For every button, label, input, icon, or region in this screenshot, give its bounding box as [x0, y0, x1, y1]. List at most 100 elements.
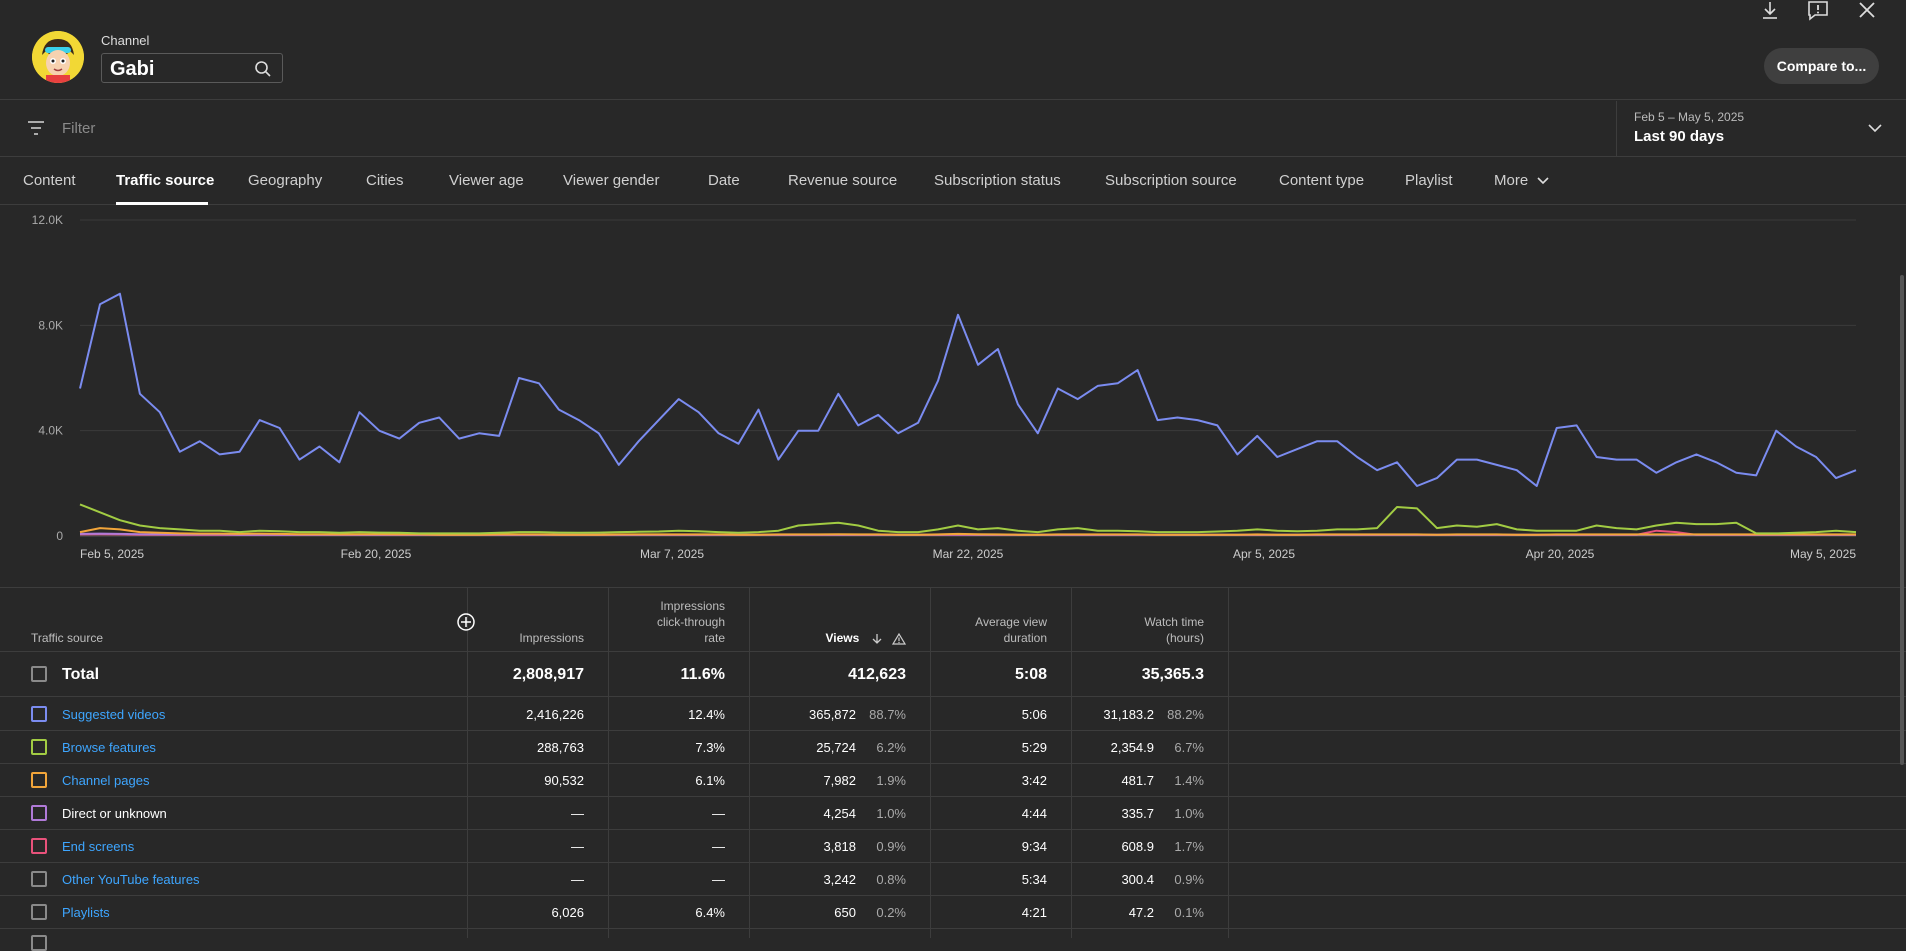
y-tick-label: 4.0K — [38, 424, 63, 438]
traffic-source-link[interactable]: Suggested videos — [62, 707, 166, 722]
views-cell: 4,254 — [823, 806, 856, 821]
add-column-icon[interactable] — [456, 612, 476, 632]
filter-row: Filter Feb 5 – May 5, 2025 Last 90 days — [0, 101, 1906, 157]
tab-geography[interactable]: Geography — [248, 172, 323, 189]
tab-traffic-source[interactable]: Traffic source — [116, 172, 215, 189]
impressions-cell: 90,532 — [544, 773, 584, 788]
tab-content[interactable]: Content — [23, 172, 76, 189]
watch-percent-cell: 0.1% — [1174, 905, 1204, 920]
row-checkbox[interactable] — [31, 935, 47, 951]
header-avd-line1: Average view — [975, 615, 1047, 629]
date-range-selector[interactable]: Feb 5 – May 5, 2025 Last 90 days — [1616, 101, 1906, 157]
traffic-chart: 12.0K 8.0K 4.0K 0 Feb 5, 2025 Feb 20, 2025 Ma… — [0, 206, 1906, 586]
channel-selector[interactable]: Gabi — [101, 53, 283, 83]
header: Channel Gabi Compare to... — [0, 0, 1906, 100]
impressions-cell: — — [571, 872, 584, 887]
traffic-source-link[interactable]: Playlists — [62, 905, 110, 920]
warning-icon[interactable] — [891, 632, 907, 645]
traffic-source-link[interactable]: Channel pages — [62, 773, 150, 788]
scrollbar[interactable] — [1900, 275, 1904, 765]
header-ctr-line2: click-through — [656, 615, 725, 629]
header-watch-line1: Watch time — [1144, 615, 1204, 629]
traffic-source-link[interactable]: Other YouTube features — [62, 872, 200, 887]
watch-percent-cell: 1.4% — [1174, 773, 1204, 788]
tab-more[interactable]: More — [1494, 172, 1550, 189]
tab-subscription-source[interactable]: Subscription source — [1105, 172, 1237, 189]
table-row: Direct or unknown — — 4,254 1.0% 4:44 335.7 1.0… — [0, 797, 1906, 830]
avd-cell: 5:29 — [1021, 740, 1047, 755]
views-percent-cell: 0.8% — [876, 872, 906, 887]
row-checkbox[interactable] — [31, 904, 47, 920]
ctr-cell: 6.4% — [695, 905, 725, 920]
ctr-cell: 12.4% — [688, 707, 725, 722]
x-tick-label: Feb 20, 2025 — [341, 547, 412, 561]
views-percent-cell: 1.0% — [876, 806, 906, 821]
chevron-down-icon — [1868, 124, 1882, 133]
impressions-cell: 2,416,226 — [526, 707, 584, 722]
tab-content-type[interactable]: Content type — [1279, 172, 1365, 189]
feedback-icon[interactable] — [1806, 0, 1830, 22]
traffic-source-link: Direct or unknown — [62, 806, 167, 821]
series-line — [79, 503, 1857, 535]
watch-percent-cell: 88.2% — [1167, 707, 1204, 722]
total-ctr: 11.6% — [680, 666, 725, 683]
avd-cell: 9:34 — [1021, 839, 1047, 854]
tab-revenue-source[interactable]: Revenue source — [788, 172, 898, 189]
x-tick-label: Apr 5, 2025 — [1233, 547, 1295, 561]
total-impressions: 2,808,917 — [512, 666, 584, 683]
total-checkbox[interactable] — [31, 666, 47, 682]
search-icon[interactable] — [254, 60, 272, 78]
avd-cell: 4:44 — [1021, 806, 1047, 821]
views-cell: 7,982 — [823, 773, 856, 788]
tab-viewer-age[interactable]: Viewer age — [449, 172, 524, 189]
tab-date[interactable]: Date — [708, 172, 740, 189]
row-checkbox[interactable] — [31, 739, 47, 755]
table-row: Channel pages 90,532 6.1% 7,982 1.9% 3:42 481.… — [0, 764, 1906, 797]
watch-time-cell: 481.7 — [1121, 773, 1154, 788]
download-icon[interactable] — [1758, 0, 1782, 22]
row-checkbox[interactable] — [31, 838, 47, 854]
compare-button[interactable]: Compare to... — [1764, 48, 1879, 84]
tab-more-label: More — [1494, 172, 1529, 189]
row-checkbox[interactable] — [31, 805, 47, 821]
chevron-down-icon — [1537, 177, 1549, 185]
header-views-label: Views — [825, 631, 860, 645]
ctr-cell: 6.1% — [695, 773, 725, 788]
header-watch-line2: (hours) — [1165, 631, 1204, 645]
table-row-total: Total 2,808,917 11.6% 412,623 5:08 35,36… — [0, 651, 1906, 697]
traffic-source-link[interactable]: Browse features — [62, 740, 156, 755]
watch-time-cell: 31,183.2 — [1103, 707, 1154, 722]
impressions-cell: — — [571, 806, 584, 821]
watch-percent-cell: 1.7% — [1174, 839, 1204, 854]
header-impressions[interactable]: Impressions — [519, 631, 584, 645]
header-avg-view-duration[interactable]: Average view duration — [940, 614, 1047, 646]
total-label: Total — [62, 666, 100, 683]
table-row: End screens — — 3,818 0.9% 9:34 608.9 1.7% — [0, 830, 1906, 863]
tab-cities[interactable]: Cities — [366, 172, 404, 189]
close-icon[interactable] — [1855, 0, 1879, 22]
tab-subscription-status[interactable]: Subscription status — [934, 172, 1061, 189]
header-traffic-source: Traffic source — [31, 631, 104, 645]
avd-cell: 4:21 — [1021, 905, 1047, 920]
header-views[interactable]: Views — [760, 630, 907, 646]
row-checkbox[interactable] — [31, 871, 47, 887]
row-checkbox[interactable] — [31, 706, 47, 722]
traffic-source-link[interactable]: End screens — [62, 839, 135, 854]
filter-icon[interactable] — [26, 119, 46, 137]
filter-input[interactable]: Filter — [62, 120, 96, 137]
tab-playlist[interactable]: Playlist — [1405, 172, 1453, 189]
row-checkbox[interactable] — [31, 772, 47, 788]
ctr-cell: — — [712, 839, 725, 854]
date-range-text: Feb 5 – May 5, 2025 — [1634, 110, 1745, 124]
header-watch-time[interactable]: Watch time (hours) — [1080, 614, 1204, 646]
x-tick-label: Apr 20, 2025 — [1526, 547, 1595, 561]
ctr-cell: — — [712, 806, 725, 821]
watch-percent-cell: 0.9% — [1174, 872, 1204, 887]
y-tick-label: 12.0K — [32, 213, 63, 227]
header-ctr[interactable]: Impressions click-through rate — [620, 598, 725, 646]
x-tick-label: May 5, 2025 — [1790, 547, 1856, 561]
tab-viewer-gender[interactable]: Viewer gender — [563, 172, 660, 189]
x-tick-label: Mar 7, 2025 — [640, 547, 704, 561]
views-cell: 25,724 — [816, 740, 856, 755]
channel-avatar[interactable] — [32, 31, 84, 83]
